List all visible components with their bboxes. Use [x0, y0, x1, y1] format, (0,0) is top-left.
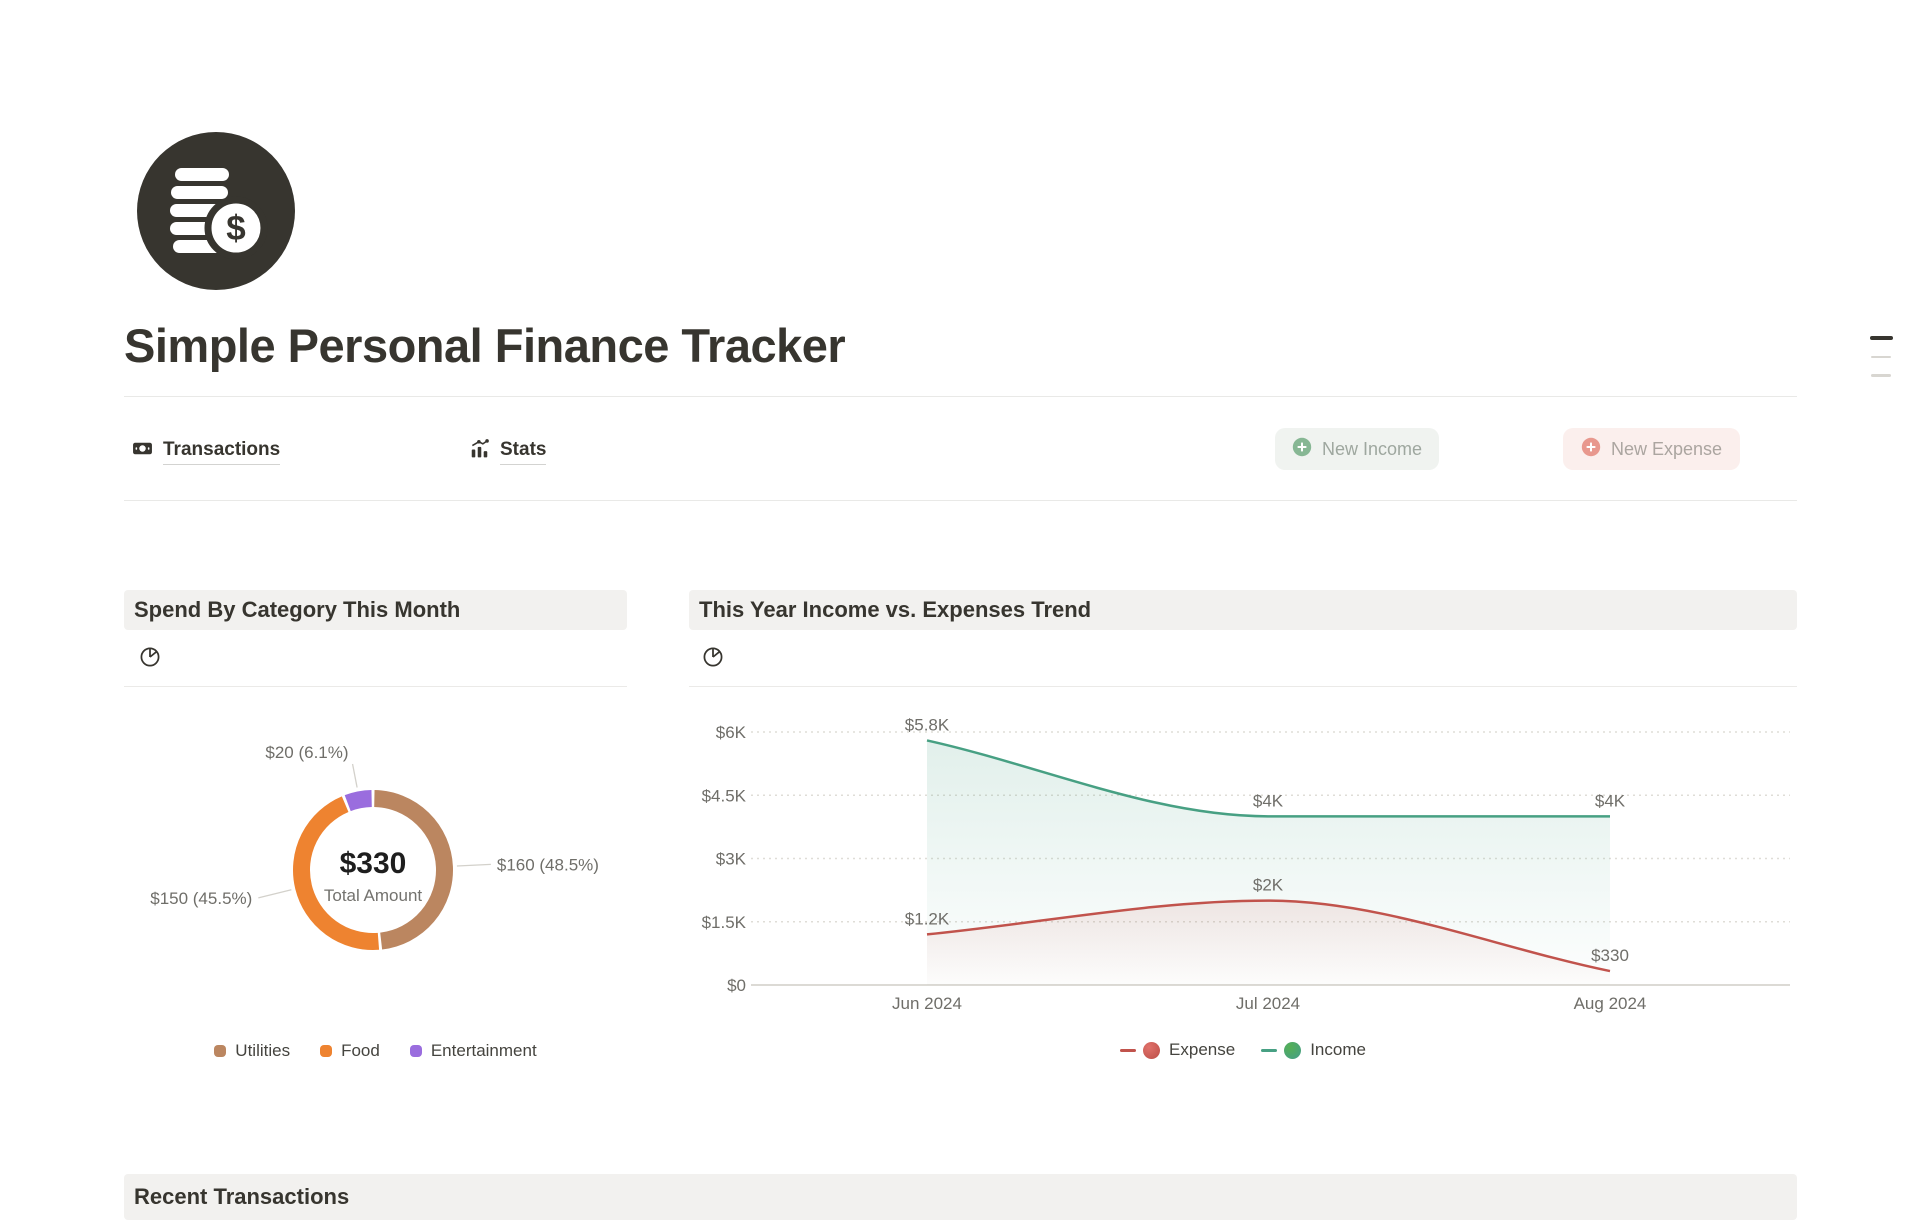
legend-item-utilities: Utilities: [214, 1041, 290, 1061]
line-income: [926, 739, 1610, 818]
donut-slice-food: [293, 796, 380, 950]
y-axis-tick-label: $4.5K: [702, 786, 747, 805]
spend-donut-chart: $160 (48.5%) $150 (45.5%) $20 (6.1%) $330 To…: [150, 743, 599, 950]
point-label-expense: $1.2K: [905, 909, 950, 928]
tab-stats-label: Stats: [500, 439, 547, 465]
outline-line: [1871, 355, 1891, 358]
y-axis-tick-label: $1.5K: [702, 913, 747, 932]
new-expense-label: New Expense: [1610, 438, 1723, 459]
pie-chart-icon: [702, 646, 724, 673]
donut-total-value: $330: [340, 847, 407, 880]
new-expense-button[interactable]: New Expense: [1563, 428, 1740, 470]
point-label-income: $5.8K: [905, 715, 950, 734]
point-label-expense: $330: [1591, 946, 1629, 965]
area-fill-expense: [927, 900, 1610, 985]
donut-total-label: Total Amount: [324, 886, 423, 905]
legend-item-food: Food: [320, 1041, 380, 1061]
banknote-icon: [132, 438, 153, 465]
tabs-divider: [124, 500, 1797, 501]
plus-circle-icon: [1581, 437, 1601, 462]
page-outline-indicator[interactable]: [1870, 336, 1896, 377]
legend-label: Income: [1310, 1040, 1366, 1059]
x-axis-tick-label: Jul 2024: [1236, 994, 1300, 1013]
page-logo-coins-dollar-icon[interactable]: $: [137, 132, 295, 290]
card-divider: [124, 686, 627, 687]
y-axis-tick-label: $6K: [716, 723, 747, 742]
recent-transactions-title: Recent Transactions: [134, 1184, 350, 1209]
point-label-expense: $2K: [1253, 876, 1284, 895]
income-expenses-trend-header: This Year Income vs. Expenses Trend: [689, 590, 1797, 630]
legend-dot-marker: [1143, 1041, 1161, 1059]
tab-transactions-label: Transactions: [163, 439, 281, 465]
legend-label: Entertainment: [430, 1041, 537, 1060]
donut-legend: Utilities Food Entertainment: [124, 1041, 627, 1061]
donut-slice-value-label: $150 (45.5%): [150, 889, 252, 908]
income-expenses-line-chart: $0 $1.5K $3K $4.5K $6K $1.2K $2K $330 $5.8K $4K $4…: [702, 715, 1790, 1013]
trend-legend: Expense Income: [689, 1040, 1797, 1060]
point-label-income: $4K: [1253, 791, 1284, 810]
x-axis-tick-label: Aug 2024: [1574, 994, 1647, 1013]
outline-line: [1870, 336, 1893, 340]
legend-label: Utilities: [235, 1041, 291, 1060]
legend-item-expense: Expense: [1120, 1040, 1235, 1060]
spend-by-category-header: Spend By Category This Month: [124, 590, 627, 630]
title-divider: [124, 396, 1797, 397]
y-axis-tick-label: $0: [727, 976, 746, 995]
page-title: Simple Personal Finance Tracker: [124, 319, 846, 372]
spend-by-category-title: Spend By Category This Month: [134, 597, 461, 622]
outline-line: [1871, 374, 1891, 377]
svg-text:$: $: [226, 209, 245, 248]
pie-chart-icon: [139, 646, 161, 673]
new-income-label: New Income: [1321, 438, 1423, 459]
donut-leader-line: [456, 863, 491, 867]
plus-circle-icon: [1292, 437, 1312, 462]
legend-label: Food: [341, 1041, 380, 1060]
line-expense: [926, 899, 1611, 973]
legend-label: Expense: [1169, 1040, 1236, 1059]
donut-slice-utilities: [374, 790, 453, 950]
legend-dot-marker: [1284, 1041, 1302, 1059]
new-income-button[interactable]: New Income: [1275, 428, 1439, 470]
donut-slice-entertainment: [344, 790, 373, 812]
legend-swatch: [320, 1045, 333, 1057]
legend-item-entertainment: Entertainment: [409, 1041, 537, 1061]
donut-slice-value-label: $160 (48.5%): [497, 855, 599, 874]
legend-swatch: [409, 1045, 422, 1057]
donut-leader-line: [258, 889, 292, 899]
income-expenses-trend-title: This Year Income vs. Expenses Trend: [699, 597, 1092, 622]
tab-transactions[interactable]: Transactions: [132, 438, 281, 465]
legend-swatch: [214, 1045, 227, 1057]
donut-slice-value-label: $20 (6.1%): [265, 743, 348, 762]
stats-chart-icon: [469, 438, 490, 465]
donut-leader-line: [351, 763, 358, 788]
y-axis-tick-label: $3K: [716, 850, 747, 869]
x-axis-tick-label: Jun 2024: [892, 994, 962, 1013]
card-divider: [689, 686, 1797, 687]
point-label-income: $4K: [1595, 791, 1626, 810]
legend-item-income: Income: [1261, 1040, 1366, 1060]
recent-transactions-header: Recent Transactions: [124, 1174, 1797, 1220]
legend-line-marker: [1261, 1048, 1278, 1052]
tab-stats[interactable]: Stats: [469, 438, 547, 465]
legend-line-marker: [1120, 1048, 1137, 1052]
